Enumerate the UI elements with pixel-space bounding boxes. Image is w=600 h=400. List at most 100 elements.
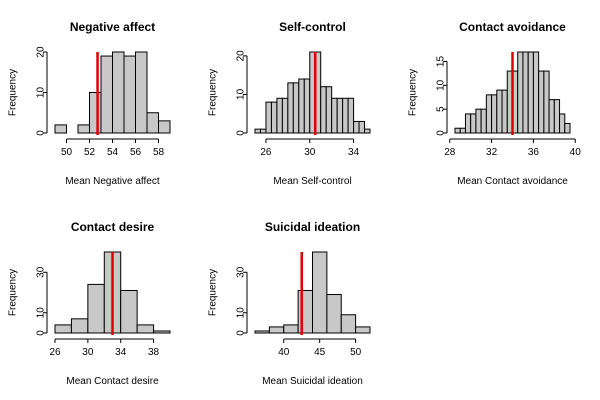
histogram-bar [287, 82, 294, 134]
histogram-bar [355, 326, 371, 334]
y-axis-label: Frequency [208, 269, 219, 316]
x-tick-label: 50 [350, 347, 362, 358]
histogram-bar [527, 51, 534, 134]
histogram-bar [254, 330, 270, 334]
y-axis-label: Frequency [8, 69, 19, 116]
histogram-bar [475, 108, 482, 134]
x-tick-label: 38 [148, 347, 160, 358]
panel-title: Self-control [279, 20, 346, 34]
x-tick-label: 36 [528, 147, 540, 158]
x-tick-label: 40 [570, 147, 582, 158]
histogram-bar [485, 94, 493, 134]
y-axis-label: Frequency [208, 69, 219, 116]
histogram-bar [89, 92, 102, 134]
histogram-bar [254, 128, 261, 134]
y-tick-label: 30 [236, 266, 247, 278]
histogram-bar [543, 70, 550, 134]
histogram-bar [158, 120, 171, 134]
histogram-bar [548, 99, 555, 134]
histogram-bar [276, 97, 283, 134]
panel-title: Suicidal ideation [265, 220, 360, 234]
x-axis-label: Mean Contact desire [66, 376, 159, 387]
x-tick-label: 34 [348, 147, 360, 158]
histogram-bar [320, 86, 327, 134]
x-tick-label: 56 [130, 147, 142, 158]
panel-title: Contact avoidance [459, 20, 566, 34]
panel-suicidal-ideation: Suicidal ideation Mean Suicidal ideation… [208, 220, 371, 387]
panel-title: Contact desire [71, 220, 155, 234]
y-tick-label: 10 [36, 307, 47, 319]
histogram-bar [77, 124, 90, 134]
histogram-bar [303, 78, 311, 134]
y-tick-label: 20 [36, 46, 47, 58]
histogram-bar [464, 113, 472, 134]
x-tick-label: 28 [444, 147, 456, 158]
histogram-bar [470, 113, 477, 134]
histogram-bar [146, 112, 159, 134]
histogram-bar [331, 97, 338, 134]
histogram-bar [364, 128, 371, 134]
histogram-bar [353, 120, 360, 134]
y-tick-label: 10 [236, 307, 247, 319]
x-tick-label: 54 [107, 147, 119, 158]
x-tick-label: 40 [278, 347, 290, 358]
x-tick-label: 32 [486, 147, 498, 158]
panel-contact-desire: Contact desire Mean Contact desire Frequ… [8, 220, 171, 387]
histogram-bar [480, 108, 487, 134]
histogram-bar [340, 314, 357, 334]
histogram-bar [538, 70, 545, 134]
x-tick-label: 58 [153, 147, 165, 158]
histogram-bar [358, 120, 366, 134]
y-tick-label: 5 [436, 106, 447, 112]
histogram-bar [347, 97, 355, 134]
histogram-bar [517, 51, 524, 134]
histogram-bar [54, 124, 67, 134]
histogram-bar [120, 289, 138, 334]
x-tick-label: 34 [115, 347, 127, 358]
histogram-bar [153, 330, 171, 334]
panel-negative-affect: Negative affect Mean Negative affect Fre… [8, 20, 171, 187]
histogram-bar [342, 97, 349, 134]
x-axis-label: Mean Contact avoidance [457, 176, 568, 187]
y-tick-label: 0 [36, 330, 47, 336]
histogram-bar [87, 283, 105, 334]
y-tick-label: 10 [36, 87, 47, 99]
histogram-bar [283, 324, 299, 334]
histogram-bar [268, 326, 285, 334]
x-axis-label: Mean Negative affect [65, 176, 160, 187]
x-tick-label: 30 [304, 147, 316, 158]
histogram-bar [501, 89, 508, 134]
histogram-bar [136, 324, 155, 334]
histogram-bar [326, 294, 342, 334]
x-tick-label: 50 [61, 147, 73, 158]
y-tick-label: 0 [236, 330, 247, 336]
x-tick-label: 45 [314, 347, 326, 358]
histogram-bar [312, 251, 328, 334]
histogram-bar [100, 55, 113, 134]
histogram-bar [259, 128, 267, 134]
histogram-bar [553, 99, 561, 134]
histogram-bar [281, 97, 289, 134]
histogram-bar [491, 94, 498, 134]
histogram-bar [459, 127, 466, 134]
histogram-bar [54, 324, 72, 334]
x-tick-label: 30 [82, 347, 94, 358]
histogram-bar [135, 51, 148, 134]
y-axis-label: Frequency [8, 269, 19, 316]
histogram-bar [270, 101, 278, 134]
y-tick-label: 10 [236, 88, 247, 100]
histogram-bar [298, 78, 305, 134]
x-axis-label: Mean Suicidal ideation [262, 376, 363, 387]
histogram-bar [559, 113, 566, 134]
y-axis-label: Frequency [408, 69, 419, 116]
y-tick-label: 0 [436, 130, 447, 136]
histogram-bar [336, 97, 344, 134]
y-tick-label: 30 [36, 266, 47, 278]
y-tick-label: 15 [436, 56, 447, 68]
histogram-bar [265, 101, 272, 134]
x-tick-label: 26 [260, 147, 272, 158]
y-tick-label: 10 [436, 79, 447, 91]
histogram-bar [532, 51, 540, 134]
x-axis-label: Mean Self-control [273, 176, 351, 187]
